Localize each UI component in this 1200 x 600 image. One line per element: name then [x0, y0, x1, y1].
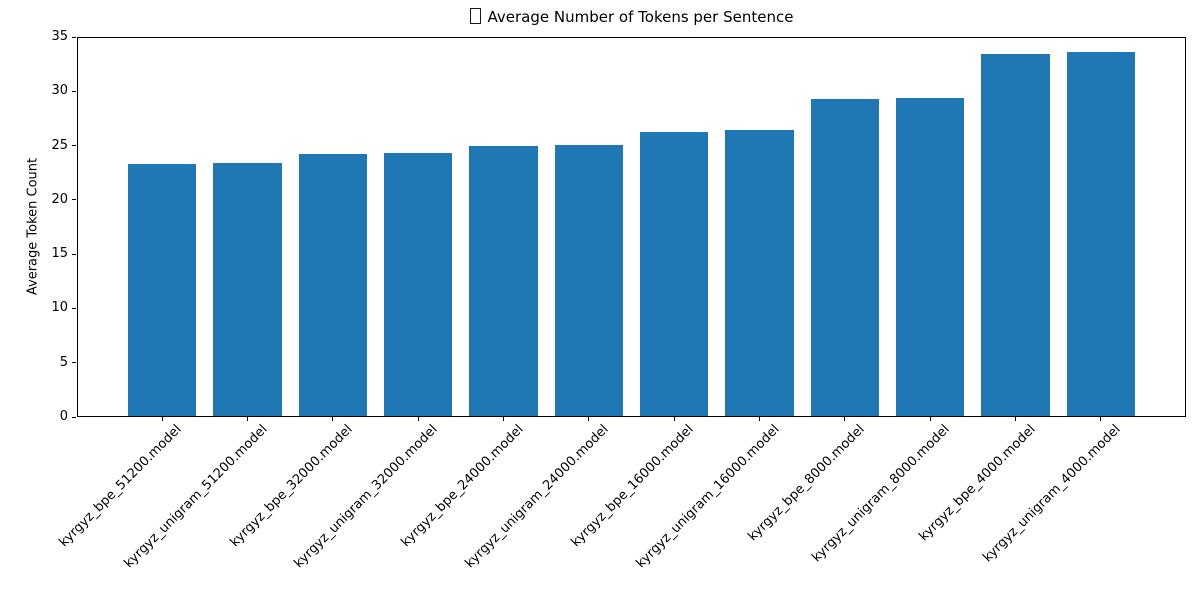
bar-kyrgyz_unigram_4000.model — [1066, 52, 1135, 416]
y-tick-label-10: 10 — [51, 300, 68, 316]
y-tick-label-35: 35 — [51, 29, 68, 44]
chart-title-text: Average Number of Tokens per Sentence — [487, 8, 794, 26]
y-tick-mark-0 — [72, 416, 76, 418]
x-tick-mark-kyrgyz_bpe_4000.model — [1015, 417, 1016, 421]
bar-kyrgyz_unigram_51200.model — [213, 162, 282, 416]
y-tick-mark-20 — [72, 199, 76, 201]
bar-kyrgyz_bpe_4000.model — [981, 54, 1050, 416]
y-tick-label-5: 5 — [59, 354, 68, 370]
bar-kyrgyz_bpe_24000.model — [469, 145, 538, 416]
x-tick-mark-kyrgyz_bpe_32000.model — [332, 417, 334, 421]
bar-kyrgyz_bpe_8000.model — [810, 98, 879, 416]
x-tick-mark-kyrgyz_unigram_16000.model — [759, 417, 760, 421]
chart-title: Average Number of Tokens per Sentence — [77, 8, 1186, 26]
x-tick-mark-kyrgyz_unigram_24000.model — [588, 417, 590, 421]
y-tick-mark-30 — [72, 90, 76, 92]
bar-kyrgyz_bpe_16000.model — [640, 131, 709, 416]
bar-kyrgyz_unigram_32000.model — [384, 153, 453, 416]
bar-kyrgyz_unigram_24000.model — [554, 144, 623, 416]
x-tick-mark-kyrgyz_unigram_4000.model — [1100, 417, 1102, 421]
y-tick-label-20: 20 — [51, 191, 68, 207]
x-tick-mark-kyrgyz_unigram_8000.model — [929, 417, 931, 421]
y-tick-mark-35 — [72, 36, 76, 38]
x-tick-mark-kyrgyz_bpe_16000.model — [673, 417, 675, 421]
y-tick-mark-10 — [72, 307, 76, 309]
missing-glyph-icon — [469, 8, 481, 24]
y-tick-label-15: 15 — [51, 246, 68, 262]
x-tick-label-kyrgyz_bpe_51200.model: kyrgyz_bpe_51200.model — [56, 422, 185, 551]
x-tick-mark-kyrgyz_bpe_51200.model — [161, 417, 163, 421]
bar-kyrgyz_bpe_51200.model — [128, 164, 197, 416]
y-tick-mark-15 — [72, 253, 76, 255]
y-tick-label-30: 30 — [51, 83, 68, 99]
bar-kyrgyz_unigram_8000.model — [896, 97, 965, 416]
x-tick-mark-kyrgyz_unigram_32000.model — [417, 417, 419, 421]
bar-kyrgyz_unigram_16000.model — [725, 130, 794, 416]
y-tick-mark-5 — [72, 362, 76, 364]
y-tick-label-0: 0 — [59, 409, 68, 424]
y-tick-mark-25 — [72, 145, 76, 147]
y-axis-label: Average Token Count — [25, 157, 41, 296]
x-tick-mark-kyrgyz_unigram_51200.model — [247, 417, 248, 421]
bar-kyrgyz_bpe_32000.model — [298, 154, 367, 416]
y-tick-label-25: 25 — [51, 137, 68, 153]
x-tick-mark-kyrgyz_bpe_24000.model — [503, 417, 504, 421]
x-tick-mark-kyrgyz_bpe_8000.model — [844, 417, 846, 421]
